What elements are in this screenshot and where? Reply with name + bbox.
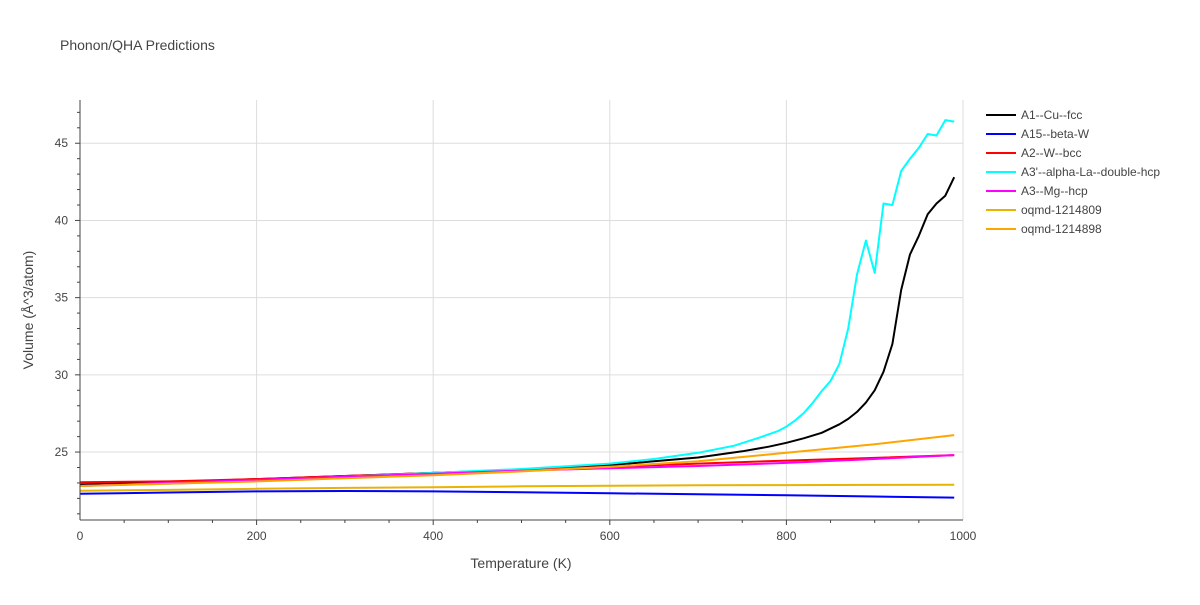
axes-layer: 0 200 400 600 800 1000 25 30 35 40 45 (55, 100, 977, 543)
x-tick-label: 200 (247, 529, 267, 543)
legend-label: A15--beta-W (1021, 127, 1090, 141)
series-line-3 (79, 119, 955, 487)
legend-label: oqmd-1214898 (1021, 222, 1102, 236)
x-tick-label: 600 (600, 529, 620, 543)
x-axis-label: Temperature (K) (470, 555, 571, 571)
legend-label: oqmd-1214809 (1021, 203, 1102, 217)
series-layer (79, 119, 956, 499)
x-tick-label: 800 (776, 529, 796, 543)
series-line-5 (79, 483, 955, 492)
y-tick-label: 45 (55, 136, 69, 150)
x-tick-label: 1000 (950, 529, 977, 543)
y-tick-label: 40 (55, 213, 69, 227)
legend-label: A3'--alpha-La--double-hcp (1021, 165, 1160, 179)
y-tick-label: 35 (55, 291, 69, 305)
legend-label: A2--W--bcc (1021, 146, 1081, 160)
grid-layer (80, 100, 964, 520)
y-axis-label: Volume (Å^3/atom) (20, 251, 36, 370)
legend-label: A3--Mg--hcp (1021, 184, 1088, 198)
y-tick-label: 25 (55, 445, 69, 459)
y-tick-label: 30 (55, 368, 69, 382)
chart-title: Phonon/QHA Predictions (60, 37, 215, 53)
legend: A1--Cu--fcc A15--beta-W A2--W--bcc A3'--alp… (986, 108, 1160, 236)
series-line-6 (79, 434, 955, 487)
legend-label: A1--Cu--fcc (1021, 108, 1082, 122)
x-tick-label: 0 (77, 529, 84, 543)
x-tick-label: 400 (423, 529, 443, 543)
series-line-1 (79, 490, 955, 499)
